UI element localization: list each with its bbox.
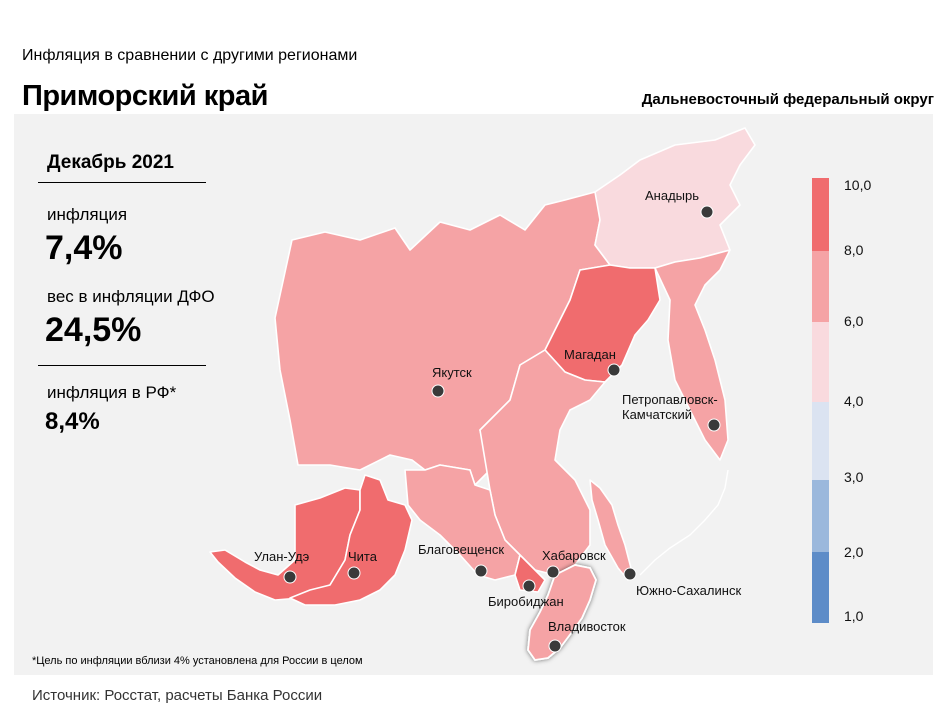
city-marker-yuzhno-sakhalinsk bbox=[623, 567, 637, 581]
color-scale bbox=[812, 178, 829, 623]
rf-inflation-label: инфляция в РФ* bbox=[47, 383, 177, 402]
region-kamchatka bbox=[654, 249, 731, 461]
scale-tick-4: 4,0 bbox=[844, 393, 864, 409]
divider-top bbox=[38, 182, 206, 183]
city-label-khabarovsk: Хабаровск bbox=[542, 548, 606, 563]
scale-tick-2: 2,0 bbox=[844, 544, 864, 560]
scale-tick-6: 6,0 bbox=[844, 313, 864, 329]
rf-inflation-value: 8,4% bbox=[45, 408, 100, 435]
scale-band-6-8 bbox=[812, 251, 829, 322]
scale-band-3-4 bbox=[812, 402, 829, 480]
scale-band-2-3 bbox=[812, 480, 829, 552]
city-label-petropavlovsk-2: Камчатский bbox=[622, 407, 692, 422]
city-label-chita: Чита bbox=[348, 549, 378, 564]
city-marker-magadan bbox=[607, 363, 621, 377]
source-note: Источник: Росстат, расчеты Банка России bbox=[32, 687, 323, 704]
scale-tick-8: 8,0 bbox=[844, 242, 864, 258]
weight-value: 24,5% bbox=[45, 311, 142, 349]
city-marker-vladivostok bbox=[548, 639, 562, 653]
period-label: Декабрь 2021 bbox=[47, 152, 174, 173]
city-marker-petropavlovsk bbox=[707, 418, 721, 432]
city-label-ulan-ude: Улан-Удэ bbox=[254, 549, 310, 564]
city-label-anadyr: Анадырь bbox=[645, 188, 699, 203]
city-label-yuzhno-sakhalinsk: Южно-Сахалинск bbox=[636, 583, 741, 598]
scale-tick-10: 10,0 bbox=[844, 177, 871, 193]
city-label-birobidzhan: Биробиджан bbox=[488, 594, 564, 609]
city-label-petropavlovsk-1: Петропавловск- bbox=[622, 392, 718, 407]
city-marker-blagoveshchensk bbox=[474, 564, 488, 578]
page-subtitle: Инфляция в сравнении с другими регионами bbox=[22, 47, 358, 64]
page-title: Приморский край bbox=[22, 80, 268, 112]
region-sakhalin bbox=[589, 479, 633, 581]
city-marker-khabarovsk bbox=[546, 565, 560, 579]
inflation-label: инфляция bbox=[47, 205, 128, 224]
inflation-value: 7,4% bbox=[45, 229, 123, 267]
region-zabaykalsky bbox=[289, 474, 413, 606]
city-label-vladivostok: Владивосток bbox=[548, 619, 626, 634]
city-label-magadan: Магадан bbox=[564, 347, 616, 362]
city-marker-birobidzhan bbox=[522, 579, 536, 593]
city-marker-chita bbox=[347, 566, 361, 580]
city-marker-anadyr bbox=[700, 205, 714, 219]
footnote: *Цель по инфляции вблизи 4% установлена … bbox=[32, 655, 363, 667]
scale-band-1-2 bbox=[812, 552, 829, 623]
city-marker-ulan-ude bbox=[283, 570, 297, 584]
kuril-islands bbox=[639, 469, 729, 576]
city-marker-yakutsk bbox=[431, 384, 445, 398]
scale-tick-3: 3,0 bbox=[844, 469, 864, 485]
scale-band-4-6 bbox=[812, 322, 829, 402]
scale-tick-1: 1,0 bbox=[844, 608, 864, 624]
city-label-blagoveshchensk: Благовещенск bbox=[418, 542, 504, 557]
city-label-yakutsk: Якутск bbox=[432, 365, 472, 380]
weight-label: вес в инфляции ДФО bbox=[47, 287, 215, 306]
region-jewish-ao bbox=[514, 554, 546, 593]
district-title: Дальневосточный федеральный округ bbox=[641, 91, 934, 108]
divider-bottom bbox=[38, 365, 206, 366]
scale-band-8-10 bbox=[812, 178, 829, 251]
